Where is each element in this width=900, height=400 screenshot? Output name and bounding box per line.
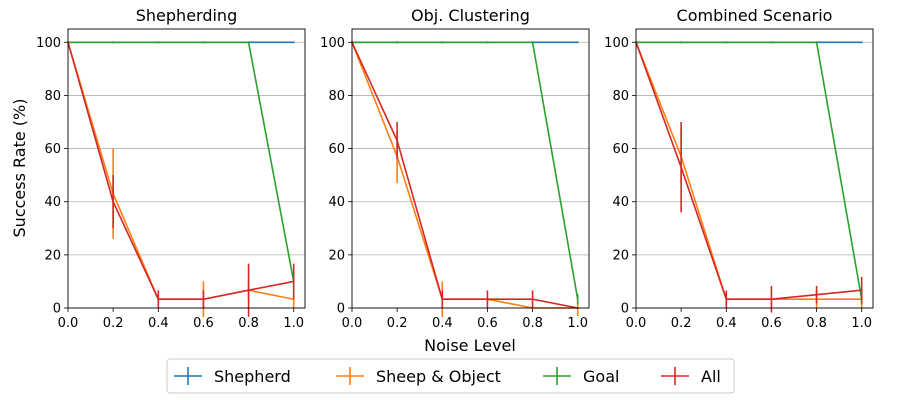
y-tick-label: 100 bbox=[36, 36, 61, 51]
x-tick-label: 0.4 bbox=[432, 316, 453, 331]
series-line bbox=[636, 41, 863, 300]
y-tick-label: 100 bbox=[320, 36, 345, 51]
panel-title: Obj. Clustering bbox=[411, 6, 530, 25]
y-axis-label: Success Rate (%) bbox=[10, 99, 29, 238]
plot-frame bbox=[351, 28, 590, 309]
series-goal bbox=[635, 41, 863, 305]
legend-label: All bbox=[701, 367, 721, 386]
y-tick-label: 40 bbox=[328, 195, 345, 210]
legend-label: Goal bbox=[583, 367, 619, 386]
x-tick-label: 0.2 bbox=[387, 316, 408, 331]
y-tick-label: 60 bbox=[44, 142, 61, 157]
x-tick-label: 0.2 bbox=[671, 316, 692, 331]
legend-label: Sheep & Object bbox=[376, 367, 501, 386]
x-axis-label: Noise Level bbox=[424, 336, 516, 355]
legend-frame bbox=[166, 358, 735, 394]
x-tick-label: 1.0 bbox=[567, 316, 588, 331]
legend-item: All bbox=[661, 367, 721, 386]
series-line bbox=[351, 41, 578, 309]
legend: Shepherd Sheep & Object Goal All bbox=[166, 358, 735, 394]
series-line bbox=[351, 41, 578, 309]
chart-panel: Shepherding 0 20 40 60 80 100 0.0 0.2 0.4 0.6 0.8 1.… bbox=[36, 6, 306, 331]
chart-panel: Obj. Clustering 0 20 40 60 80 100 0.0 0.2 0.4 0.6 0… bbox=[320, 6, 590, 331]
y-tick-label: 0 bbox=[337, 302, 345, 317]
y-tick-label: 80 bbox=[328, 89, 345, 104]
legend-items: Shepherd Sheep & Object Goal All bbox=[174, 367, 721, 386]
chart-panels: Shepherding 0 20 40 60 80 100 0.0 0.2 0.4 0.6 0.8 1.… bbox=[36, 6, 874, 331]
series-goal bbox=[351, 41, 579, 305]
y-tick-label: 100 bbox=[604, 36, 629, 51]
y-tick-label: 0 bbox=[53, 302, 61, 317]
legend-label: Shepherd bbox=[214, 367, 291, 386]
x-tick-label: 0.6 bbox=[477, 316, 498, 331]
y-tick-label: 40 bbox=[44, 195, 61, 210]
y-tick-label: 80 bbox=[612, 89, 629, 104]
series-sheep-object bbox=[67, 41, 295, 318]
y-tick-label: 20 bbox=[612, 248, 629, 263]
series-line bbox=[67, 42, 294, 301]
panel-title: Shepherding bbox=[136, 6, 237, 25]
legend-item: Sheep & Object bbox=[336, 367, 501, 386]
x-tick-label: 0.6 bbox=[193, 316, 214, 331]
legend-item: Shepherd bbox=[174, 367, 291, 386]
legend-item: Goal bbox=[543, 367, 619, 386]
series-sheep-object bbox=[351, 41, 579, 318]
series-line bbox=[67, 42, 294, 301]
panel-title: Combined Scenario bbox=[677, 6, 833, 25]
plot-frame bbox=[635, 28, 874, 309]
y-tick-label: 0 bbox=[621, 302, 629, 317]
x-tick-label: 0.4 bbox=[716, 316, 737, 331]
series-line bbox=[635, 42, 862, 301]
x-tick-label: 0.6 bbox=[761, 316, 782, 331]
series-all bbox=[351, 41, 579, 309]
series-line bbox=[635, 41, 862, 301]
x-tick-label: 0.8 bbox=[806, 316, 827, 331]
x-tick-label: 0.4 bbox=[148, 316, 169, 331]
x-tick-label: 1.0 bbox=[283, 316, 304, 331]
x-tick-label: 0.0 bbox=[342, 316, 363, 331]
x-tick-label: 0.0 bbox=[626, 316, 647, 331]
chart-panel: Combined Scenario 0 20 40 60 80 100 0.0 0.2 0.4 0.… bbox=[604, 6, 874, 331]
y-tick-label: 60 bbox=[612, 142, 629, 157]
y-tick-label: 60 bbox=[328, 142, 345, 157]
y-tick-label: 20 bbox=[328, 248, 345, 263]
series-all bbox=[67, 41, 295, 317]
series-sheep-object bbox=[635, 41, 863, 308]
series-all bbox=[635, 41, 863, 313]
x-tick-label: 0.8 bbox=[238, 316, 259, 331]
y-tick-label: 80 bbox=[44, 89, 61, 104]
series-line bbox=[352, 41, 579, 300]
x-tick-label: 0.8 bbox=[522, 316, 543, 331]
x-tick-label: 1.0 bbox=[851, 316, 872, 331]
x-tick-label: 0.2 bbox=[103, 316, 124, 331]
series-line bbox=[68, 41, 295, 282]
y-tick-label: 20 bbox=[44, 248, 61, 263]
x-tick-label: 0.0 bbox=[58, 316, 79, 331]
y-tick-label: 40 bbox=[612, 195, 629, 210]
series-goal bbox=[67, 41, 295, 290]
plot-frame bbox=[67, 28, 306, 309]
